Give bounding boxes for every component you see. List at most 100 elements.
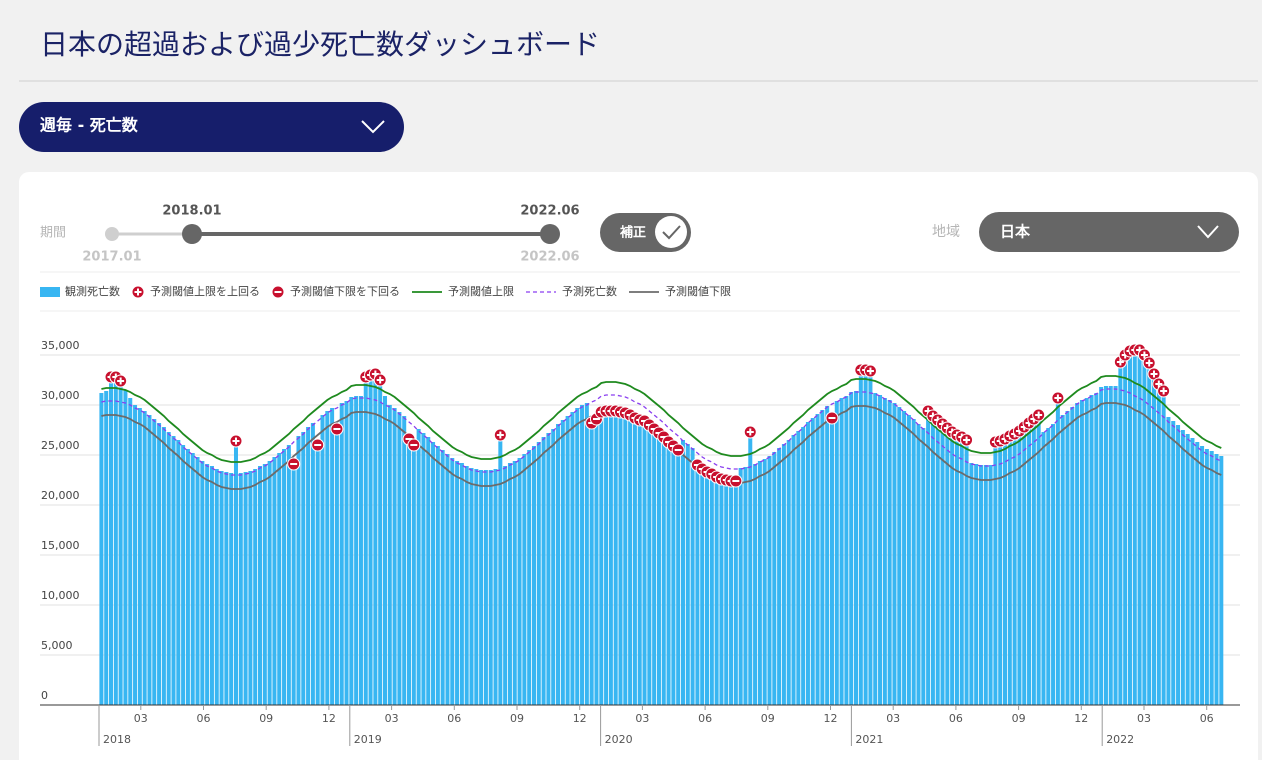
bar — [243, 472, 248, 705]
bar — [791, 435, 796, 705]
bar — [325, 411, 330, 705]
bar — [604, 417, 609, 705]
bar — [733, 487, 738, 705]
bar — [705, 478, 710, 705]
correction-toggle[interactable]: 補正 — [600, 213, 691, 252]
bar — [512, 461, 517, 705]
bar — [507, 463, 512, 705]
bar — [488, 470, 493, 705]
bar — [556, 424, 561, 705]
x-tick-label: 09 — [761, 712, 775, 725]
bar — [387, 405, 392, 705]
legend-label: 予測閾値上限を上回る — [150, 284, 260, 298]
bar — [277, 453, 282, 705]
bar — [426, 437, 431, 705]
marker-minus — [671, 443, 685, 457]
bar — [334, 435, 339, 705]
bar — [431, 442, 436, 705]
bar — [128, 398, 133, 705]
bar — [954, 441, 959, 705]
legend-label: 観測死亡数 — [65, 284, 120, 298]
bar — [589, 429, 594, 705]
bar — [450, 458, 455, 705]
dropdown-bg — [979, 212, 1239, 252]
bar — [219, 471, 224, 705]
region-dropdown[interactable]: 日本 — [979, 212, 1239, 252]
page-title: 日本の超過および過少死亡数ダッシュボード — [40, 28, 600, 61]
bar — [902, 411, 907, 705]
bar — [368, 381, 373, 705]
bar — [863, 376, 868, 705]
bar — [815, 414, 820, 705]
bar — [680, 440, 685, 705]
bar — [330, 408, 335, 705]
toggle-label: 補正 — [620, 225, 646, 241]
bar — [796, 431, 801, 705]
bar — [469, 468, 474, 705]
bar — [1171, 421, 1176, 705]
bar — [988, 465, 993, 705]
series-line — [101, 375, 1222, 463]
bar — [580, 405, 585, 705]
bar — [1051, 424, 1056, 705]
bar — [998, 447, 1003, 705]
bar — [748, 438, 753, 705]
bar — [407, 445, 412, 705]
bar — [498, 441, 503, 705]
bar — [661, 443, 666, 705]
bar — [1089, 395, 1094, 705]
bar — [647, 431, 652, 705]
bar — [1161, 397, 1166, 705]
bar — [272, 457, 277, 705]
bar — [315, 451, 320, 705]
marker-plus — [229, 434, 243, 448]
bar — [916, 424, 921, 705]
bar — [1108, 386, 1113, 705]
bar — [897, 407, 902, 705]
bar — [142, 411, 147, 705]
bar — [1046, 428, 1051, 705]
bar — [801, 427, 806, 705]
bar — [1219, 456, 1224, 705]
bar — [1041, 432, 1046, 705]
bar — [1017, 437, 1022, 705]
bar — [839, 398, 844, 705]
x-tick-label: 03 — [385, 712, 399, 725]
bar — [652, 435, 657, 705]
slider-handle[interactable] — [182, 224, 202, 244]
bar — [1166, 417, 1171, 705]
bar — [695, 471, 700, 705]
bar — [527, 450, 532, 705]
bar — [969, 463, 974, 705]
bar — [772, 452, 777, 705]
bar — [1118, 368, 1123, 705]
x-tick-label: 06 — [197, 712, 211, 725]
range-min: 2017.01 — [82, 250, 141, 265]
bar — [546, 433, 551, 705]
y-tick-label: 5,000 — [41, 639, 73, 652]
slider-handle[interactable] — [540, 224, 560, 244]
bar — [349, 397, 354, 705]
bar — [873, 393, 878, 705]
bar — [479, 470, 484, 705]
bar — [820, 410, 825, 705]
bar — [849, 392, 854, 705]
x-tick-label: 12 — [322, 712, 336, 725]
bar — [123, 390, 128, 705]
bar — [1103, 386, 1108, 705]
y-tick-label: 10,000 — [41, 589, 80, 602]
bar — [1156, 390, 1161, 705]
x-tick-label: 06 — [698, 712, 712, 725]
bar — [892, 403, 897, 705]
chevron — [361, 120, 385, 134]
y-tick-label: 20,000 — [41, 489, 80, 502]
view-dropdown[interactable]: 週毎 - 死亡数 — [19, 102, 404, 152]
bar — [729, 487, 734, 705]
bar — [421, 433, 426, 705]
range-start: 2018.01 — [162, 204, 221, 219]
bar — [435, 446, 440, 705]
bar — [940, 430, 945, 705]
bar — [258, 466, 263, 705]
marker-minus — [287, 457, 301, 471]
